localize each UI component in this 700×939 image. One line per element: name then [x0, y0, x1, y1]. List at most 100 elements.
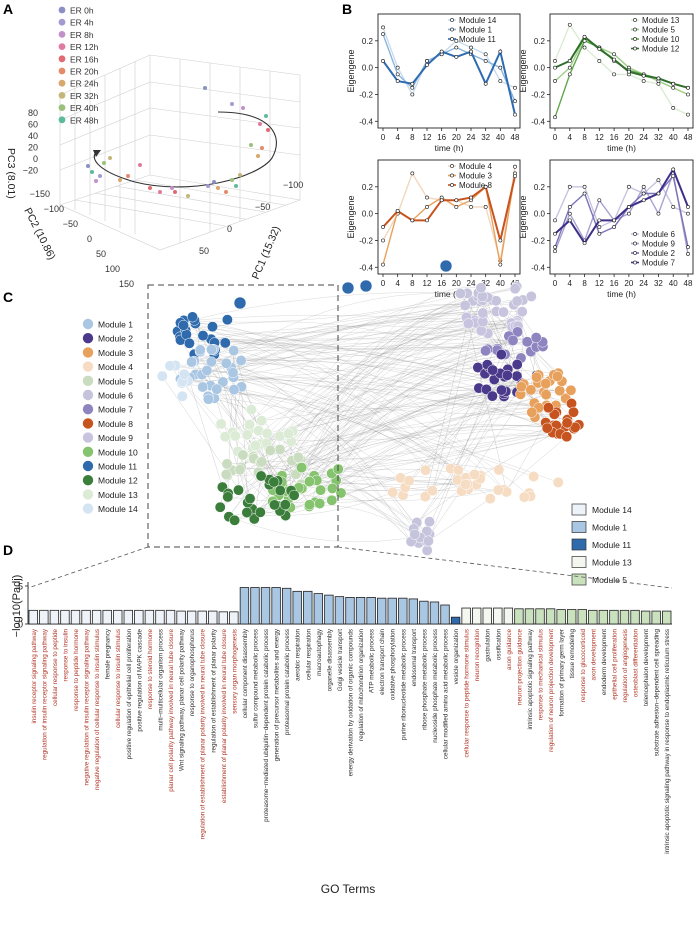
network-legend-swatch — [82, 389, 94, 401]
network-node — [486, 390, 498, 402]
go-term-label: positive regulation of MAPK cascade — [136, 629, 143, 732]
network-node — [475, 282, 487, 294]
go-term-label: epithelial cell proliferation — [611, 629, 618, 700]
x-tick-label: 8 — [582, 133, 587, 142]
x-tick-label: 4 — [568, 133, 573, 142]
go-term-label: multi−multicellular organism process — [158, 629, 165, 731]
legend-marker — [450, 18, 454, 22]
x-tick-label: 0 — [553, 279, 558, 288]
series-point — [641, 73, 646, 78]
x-tick-label: 40 — [669, 279, 678, 288]
go-term-label: organelle disassembly — [326, 628, 333, 691]
y-tick-label: 0.2 — [534, 37, 546, 46]
y-tick-label: 0.0 — [534, 64, 546, 73]
network-edge — [474, 320, 579, 425]
series-point — [671, 85, 676, 90]
legend-label: Module 8 — [459, 181, 492, 190]
network-edge — [232, 372, 427, 542]
series-point — [567, 59, 572, 63]
x-tick-label: 4 — [568, 279, 573, 288]
go-bar — [271, 587, 281, 625]
go-term-label: nucleoside phosphate metabolic process — [432, 629, 439, 743]
x-tick-label: 4 — [395, 279, 400, 288]
series-point — [641, 191, 646, 196]
network-legend-label: Module 13 — [98, 490, 138, 500]
series-point — [425, 218, 429, 223]
panel-label-d: D — [3, 542, 13, 558]
network-node — [227, 367, 239, 379]
pca-sample-point — [138, 163, 142, 167]
series-point — [483, 52, 488, 57]
network-edge — [468, 323, 507, 492]
y-axis-label: Eigengene — [346, 49, 356, 92]
pc2-tick-label: −150 — [30, 189, 50, 199]
series-point — [425, 205, 429, 209]
go-term-labels: insulin receptor signaling pathway regula… — [31, 628, 671, 854]
network-edge — [183, 320, 523, 384]
network-node — [528, 471, 540, 482]
network-edge — [503, 436, 567, 490]
go-bar — [134, 609, 144, 625]
series-point — [498, 262, 503, 267]
network-node — [274, 444, 286, 455]
y-tick-label: -0.2 — [359, 90, 373, 99]
series-point — [469, 195, 473, 200]
pc2-tick-label: 150 — [119, 279, 134, 289]
pc3-tick-label: 40 — [28, 131, 38, 141]
go-bar — [472, 607, 482, 625]
network-node — [256, 456, 268, 468]
pca-sample-point — [98, 174, 102, 178]
pca-sample-point — [94, 179, 98, 183]
network-node — [568, 406, 579, 418]
zoom-line-right — [337, 546, 673, 589]
go-bar — [218, 611, 228, 625]
y-tick-label: -0.4 — [531, 117, 545, 126]
network-node — [422, 535, 434, 547]
go-bar — [376, 597, 387, 625]
go-bar — [366, 597, 376, 625]
legend-marker — [450, 173, 454, 178]
network-edge — [425, 300, 474, 497]
go-term-label: cellular response to peptide hormone sti… — [464, 629, 471, 757]
x-tick-label: 24 — [467, 133, 476, 142]
pca-sample-point — [108, 156, 112, 160]
go-term-label: generation of precursor metabolites and … — [274, 628, 281, 761]
network-edge — [241, 386, 248, 503]
go-bar — [155, 609, 165, 625]
go-bar — [334, 596, 345, 625]
network-node — [254, 506, 266, 518]
pca-sample-point — [260, 146, 264, 150]
legend-label: Module 13 — [642, 16, 680, 25]
network-node — [268, 476, 280, 488]
pca-legend-swatch — [58, 79, 66, 87]
series-line — [382, 33, 516, 102]
pca-legend-swatch — [58, 43, 66, 50]
go-term-label: aerobic respiration — [295, 629, 302, 681]
series-point — [454, 38, 459, 43]
pc2-tick-label: 0 — [87, 234, 92, 244]
network-node — [326, 494, 338, 506]
y-tick-label: -0.4 — [359, 263, 373, 272]
y-tick-label: 0.2 — [362, 37, 374, 46]
network-node — [540, 389, 552, 401]
x-axis-label: time (h) — [607, 289, 636, 299]
series-point — [395, 79, 400, 83]
network-node — [245, 404, 257, 416]
legend-marker — [633, 251, 637, 255]
go-y-tick-label: 5 — [18, 582, 23, 592]
series-point — [425, 195, 429, 200]
network-legend-label: Module 12 — [98, 476, 138, 486]
go-term-label: endoderm development — [601, 629, 608, 695]
go-bar — [260, 587, 271, 625]
series-point — [498, 79, 503, 83]
go-y-tick-label: 0 — [18, 620, 23, 630]
x-tick-label: 24 — [639, 133, 648, 142]
pca-box-grid — [59, 54, 301, 251]
x-axis-label: time (h) — [607, 143, 636, 153]
pca-sample-point — [173, 190, 177, 194]
go-bar — [440, 604, 450, 625]
network-node — [207, 321, 218, 333]
go-term-label: gastrulation — [485, 629, 492, 662]
network-legend-swatch — [82, 460, 94, 472]
